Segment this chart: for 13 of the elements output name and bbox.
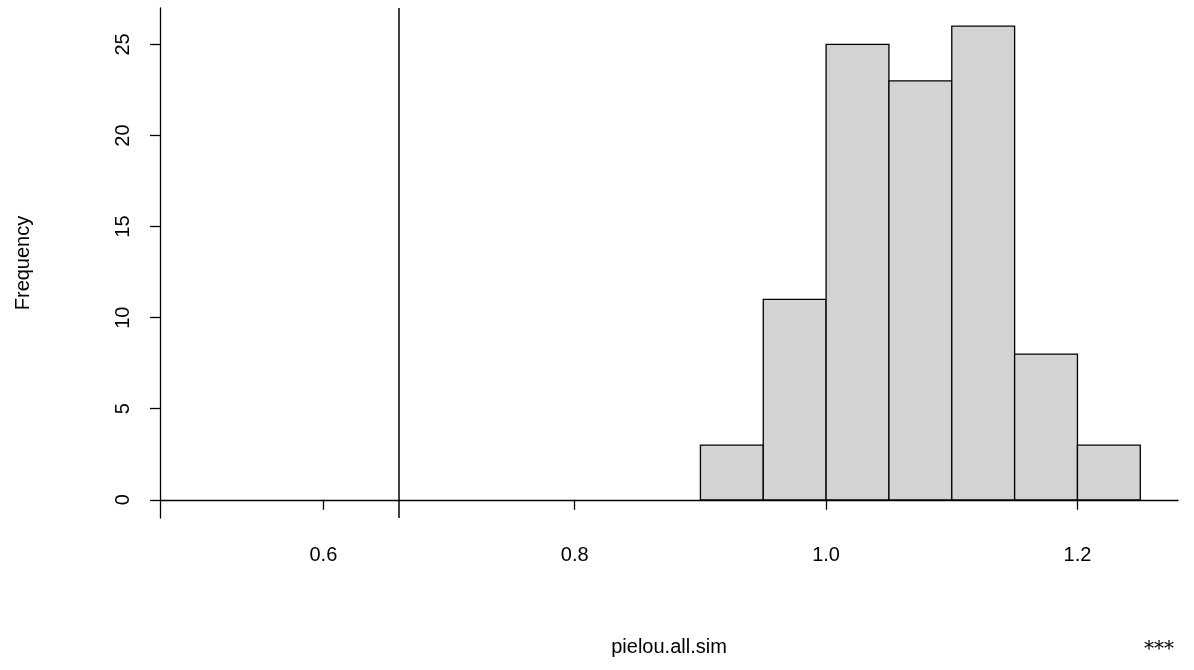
x-tick-label: 0.8 [560, 543, 589, 565]
x-axis-title: pielou.all.sim [611, 635, 727, 657]
x-tick-label: 0.6 [309, 543, 338, 565]
x-tick-label: 1.2 [1063, 543, 1092, 565]
text: *** [1144, 636, 1174, 660]
y-tick-label: 5 [111, 403, 133, 415]
y-tick-label: 0 [111, 494, 133, 506]
x-tick-label: 1.0 [812, 543, 841, 565]
y-tick-label: 10 [111, 306, 133, 329]
y-tick-label: 15 [111, 215, 133, 238]
y-axis-title: Frequency [11, 215, 33, 311]
y-tick-label: 20 [111, 124, 133, 147]
y-tick-label: 25 [111, 33, 133, 56]
